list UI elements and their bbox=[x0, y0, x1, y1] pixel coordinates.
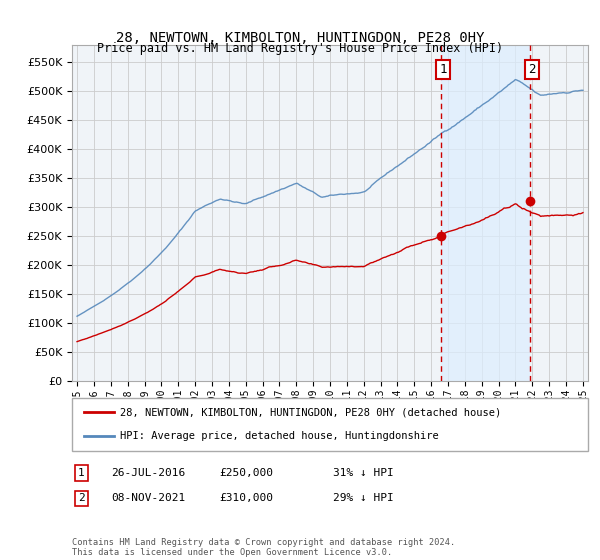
Bar bbox=[441, 45, 530, 381]
Text: 26-JUL-2016: 26-JUL-2016 bbox=[111, 468, 185, 478]
Text: 08-NOV-2021: 08-NOV-2021 bbox=[111, 493, 185, 503]
Text: 1: 1 bbox=[78, 468, 85, 478]
Text: Contains HM Land Registry data © Crown copyright and database right 2024.
This d: Contains HM Land Registry data © Crown c… bbox=[72, 538, 455, 557]
Text: £250,000: £250,000 bbox=[219, 468, 273, 478]
Text: 28, NEWTOWN, KIMBOLTON, HUNTINGDON, PE28 0HY: 28, NEWTOWN, KIMBOLTON, HUNTINGDON, PE28… bbox=[116, 31, 484, 45]
Text: Price paid vs. HM Land Registry's House Price Index (HPI): Price paid vs. HM Land Registry's House … bbox=[97, 42, 503, 55]
Text: 2: 2 bbox=[78, 493, 85, 503]
Text: HPI: Average price, detached house, Huntingdonshire: HPI: Average price, detached house, Hunt… bbox=[120, 431, 439, 441]
Text: 31% ↓ HPI: 31% ↓ HPI bbox=[333, 468, 394, 478]
Text: 29% ↓ HPI: 29% ↓ HPI bbox=[333, 493, 394, 503]
Text: 2: 2 bbox=[529, 63, 536, 76]
Text: 1: 1 bbox=[440, 63, 447, 76]
Text: £310,000: £310,000 bbox=[219, 493, 273, 503]
Text: 28, NEWTOWN, KIMBOLTON, HUNTINGDON, PE28 0HY (detached house): 28, NEWTOWN, KIMBOLTON, HUNTINGDON, PE28… bbox=[120, 408, 501, 418]
